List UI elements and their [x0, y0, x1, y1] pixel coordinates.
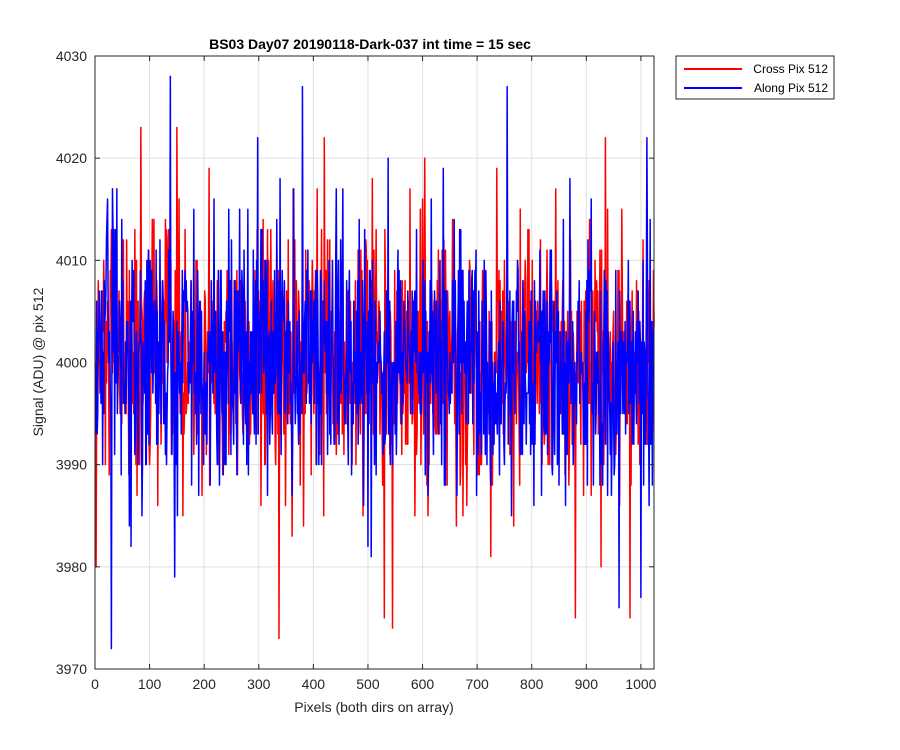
- x-tick-label: 0: [91, 676, 99, 692]
- y-tick-label: 3990: [56, 457, 87, 473]
- y-tick-label: 4000: [56, 355, 87, 371]
- x-tick-label: 500: [356, 676, 380, 692]
- chart-title: BS03 Day07 20190118-Dark-037 int time = …: [209, 36, 531, 52]
- x-tick-label: 300: [247, 676, 271, 692]
- x-tick-label: 1000: [625, 676, 656, 692]
- y-tick-label: 3980: [56, 559, 87, 575]
- legend-box: [675, 55, 835, 100]
- y-axis: 3970 3980 3990 4000 4010 4020 4030: [56, 48, 654, 677]
- y-tick-label: 4020: [56, 150, 87, 166]
- series-line-along-pix-512: [94, 75, 655, 650]
- series-layer: [94, 75, 655, 650]
- x-tick-label: 800: [520, 676, 544, 692]
- x-axis: 0 100 200 300 400 500 600 700 800 900 1000: [91, 56, 657, 692]
- x-tick-label: 600: [411, 676, 435, 692]
- legend[interactable]: Cross Pix 512 Along Pix 512: [675, 55, 835, 100]
- x-tick-label: 700: [465, 676, 489, 692]
- x-tick-label: 400: [302, 676, 326, 692]
- y-tick-label: 4010: [56, 252, 87, 268]
- y-tick-label: 3970: [56, 661, 87, 677]
- x-tick-label: 200: [193, 676, 217, 692]
- y-tick-label: 4030: [56, 48, 87, 64]
- legend-label-cross: Cross Pix 512: [753, 62, 828, 76]
- legend-label-along: Along Pix 512: [754, 81, 828, 95]
- x-axis-label: Pixels (both dirs on array): [294, 699, 454, 715]
- x-tick-label: 100: [138, 676, 162, 692]
- x-tick-label: 900: [575, 676, 599, 692]
- y-axis-label: Signal (ADU) @ pix 512: [30, 287, 46, 436]
